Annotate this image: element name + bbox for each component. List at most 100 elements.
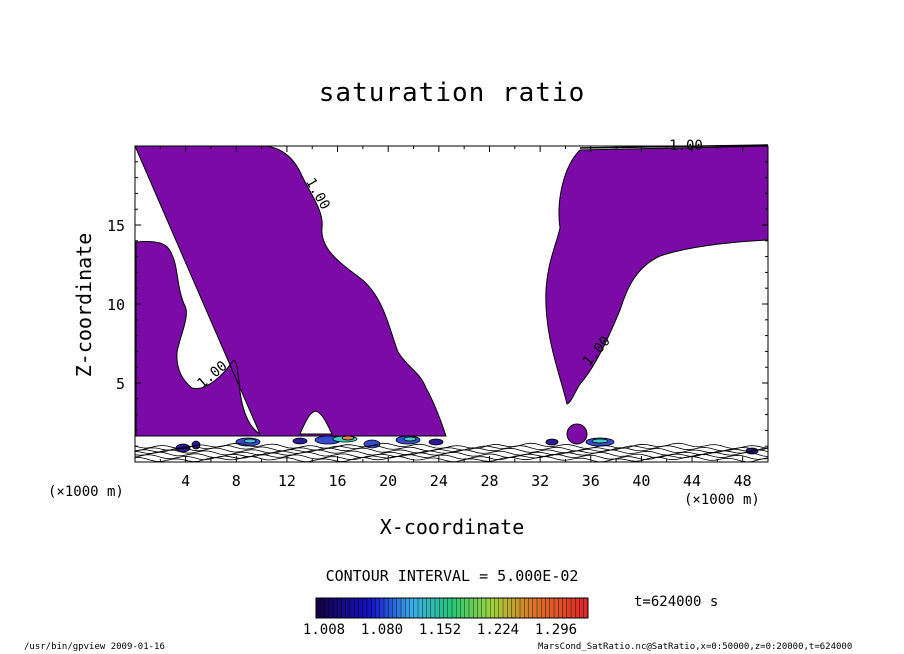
x-tick-label: 44 [683,472,701,490]
surface-contour-line [134,447,769,454]
x-axis-unit-left: (×1000 m) [48,484,124,500]
colorbar-tick-label: 1.224 [476,622,520,638]
colorbar-swatch [452,598,457,618]
colorbar-swatch [379,598,385,618]
x-tick-label: 32 [531,472,549,490]
colorbar-swatch [566,598,572,618]
contour-interval-text: CONTOUR INTERVAL = 5.000E-02 [325,567,579,585]
colorbar-swatch [439,598,444,618]
colorbar-frame [315,597,589,619]
y-axis-label: Z-coordinate [72,232,96,378]
colorbar-swatch [503,598,508,618]
colorbar-swatch [494,598,500,618]
colorbar-swatch [337,598,342,618]
x-tick-label: 28 [480,472,498,490]
colorbar-tick-label: 1.152 [418,622,462,638]
x-axis-label: X-coordinate [379,515,525,539]
colorbar-swatch [384,598,389,618]
footer-data-source: MarsCond_SatRatio.nc@SatRatio,x=0:50000,… [538,642,853,652]
colorbar-swatch [413,598,419,618]
colorbar-swatch [447,598,453,618]
colorbar-swatch [409,598,415,618]
colorbar-swatch [537,598,542,618]
colorbar-swatch [328,598,334,618]
colorbar-swatch [456,598,461,618]
contour-level-label: 1.00 [669,138,703,154]
x-tick-label: 4 [181,472,190,490]
surface-contour-line [134,455,769,463]
colorbar-swatch [333,598,338,618]
colorbar-swatch [486,598,491,618]
saturated-region-left [134,145,447,437]
colorbar-swatch [392,598,398,618]
colorbar-swatch [316,598,321,618]
colorbar-tick-label: 1.008 [302,622,346,638]
colorbar-swatch [375,598,381,618]
colorbar-swatch [528,598,534,618]
colorbar-swatch [401,598,406,618]
x-tick-label: 48 [734,472,752,490]
saturated-region-right [545,145,769,405]
surface-contour-line [134,451,769,459]
supersaturation-patch [591,438,609,444]
colorbar-swatch [498,598,504,618]
footer-program-date: /usr/bin/gpview 2009-01-16 [24,642,165,652]
colorbar-swatch [460,598,466,618]
chart-title: saturation ratio [318,78,586,108]
colorbar-swatch [362,598,368,618]
colorbar-swatch [371,598,376,618]
colorbar-swatch [545,598,551,618]
colorbar-swatch [511,598,517,618]
colorbar-swatch [579,598,585,618]
supersaturation-patch [292,437,308,445]
x-axis-ticks: 4 8 12 16 20 24 28 32 36 40 44 48 [159,146,752,490]
colorbar-tick-label: 1.080 [360,622,404,638]
surface-contour-line [134,453,769,461]
colorbar-swatch [354,598,359,618]
colorbar-swatch [490,598,495,618]
x-tick-label: 24 [430,472,448,490]
colorbar-swatch [469,598,474,618]
contour-fill-layer [134,145,769,455]
colorbar-swatch [435,598,440,618]
colorbar-swatch [515,598,521,618]
colorbar-swatch [418,598,423,618]
x-tick-label: 16 [329,472,347,490]
y-tick-label: 10 [107,296,125,314]
colorbar-swatch [549,598,555,618]
saturated-blob [566,423,588,445]
colorbar-swatch [388,598,393,618]
unsaturated-gap [299,410,333,435]
colorbar-swatch [345,598,351,618]
colorbar-swatch [324,598,330,618]
colorbar-swatch [571,598,576,618]
colorbar-swatch [422,598,427,618]
colorbar-swatch [426,598,432,618]
colorbar-swatch [558,598,563,618]
colorbar-swatch [358,598,364,618]
supersaturation-patch [341,435,355,441]
colorbar-swatch [350,598,355,618]
colorbar-swatch [477,598,483,618]
surface-contour-line [134,445,769,452]
colorbar-swatch [481,598,487,618]
y-axis-ticks: 5 10 15 [107,161,768,447]
colorbar-swatch [320,598,325,618]
colorbar-swatch [367,598,372,618]
x-tick-label: 36 [582,472,600,490]
supersaturation-patch [428,438,444,446]
time-label: t=624000 s [634,594,719,610]
colorbar-swatch [430,598,436,618]
colorbar-swatch [554,598,559,618]
colorbar-swatch [341,598,347,618]
y-tick-label: 15 [107,217,125,235]
colorbar-swatch [575,598,580,618]
colorbar-swatch [562,598,568,618]
colorbar [315,597,589,619]
colorbar-swatch [583,598,589,618]
x-tick-label: 12 [278,472,296,490]
colorbar-swatch [520,598,525,618]
x-tick-label: 20 [379,472,397,490]
colorbar-tick-label: 1.296 [534,622,578,638]
